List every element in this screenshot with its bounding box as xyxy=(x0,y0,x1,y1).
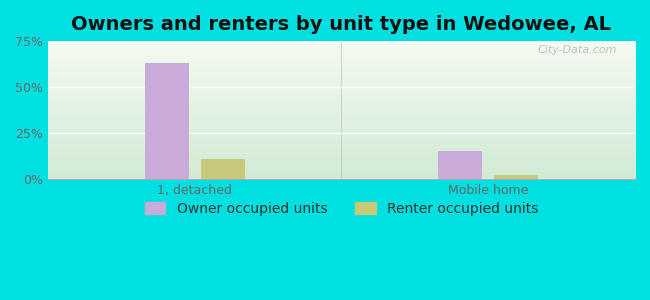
Title: Owners and renters by unit type in Wedowee, AL: Owners and renters by unit type in Wedow… xyxy=(72,15,612,34)
Legend: Owner occupied units, Renter occupied units: Owner occupied units, Renter occupied un… xyxy=(139,196,544,221)
Bar xyxy=(438,151,482,179)
Text: City-Data.com: City-Data.com xyxy=(538,45,617,55)
Bar xyxy=(145,63,188,179)
Bar xyxy=(494,175,538,179)
Bar xyxy=(200,159,244,179)
